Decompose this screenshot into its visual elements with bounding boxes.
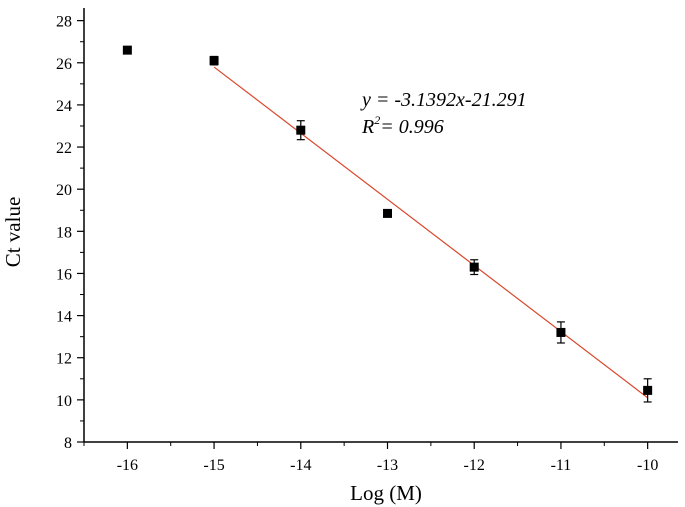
x-tick-label: -11 [551,457,572,474]
y-tick-label: 18 [56,224,72,241]
x-tick-label: -12 [464,457,485,474]
y-axis-label: Ct value [1,197,25,268]
data-points [122,45,653,403]
data-point [556,327,566,337]
y-tick-label: 14 [56,309,72,326]
y-tick-label: 10 [56,393,72,410]
data-point [643,385,653,395]
fit-equation: y = -3.1392x-21.291 [360,89,527,111]
y-tick-label: 8 [64,435,72,452]
x-tick-label: -13 [377,457,398,474]
y-tick-label: 16 [56,266,72,283]
data-point [296,125,306,135]
x-tick-label: -16 [117,457,138,474]
y-tick-label: 24 [56,98,72,115]
x-tick-label: -15 [203,457,224,474]
fit-line [213,66,649,399]
r-squared-superscript: 2 [374,113,380,127]
data-point [209,56,219,66]
y-tick-label: 12 [56,351,72,368]
r-squared: R2= 0.996 [361,113,444,138]
r-squared-value: = 0.996 [380,116,444,138]
x-tick-label: -10 [637,457,658,474]
y-tick-labels: 8 10 12 14 16 18 20 22 24 26 28 [56,14,72,452]
data-point [383,208,393,218]
fit-line-layer [213,66,649,399]
x-axis-label: Log (M) [350,481,422,505]
r-squared-prefix: R [361,116,374,138]
x-tick-labels: -16 -15 -14 -13 -12 -11 -10 [117,457,659,474]
y-tick-label: 22 [56,140,72,157]
data-point [122,45,132,55]
y-tick-label: 20 [56,182,72,199]
y-tick-label: 26 [56,56,72,73]
data-point [469,262,479,272]
tick-marks [77,20,649,449]
x-tick-label: -14 [290,457,311,474]
axes [83,8,678,443]
y-tick-label: 28 [56,14,72,31]
